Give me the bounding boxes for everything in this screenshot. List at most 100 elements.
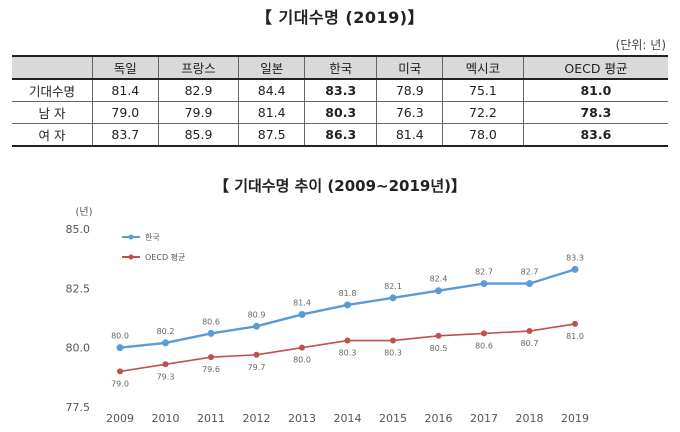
data-label: 80.7 <box>521 339 539 348</box>
data-label: 80.0 <box>111 332 129 341</box>
x-tick-label: 2016 <box>425 412 453 425</box>
data-label: 82.7 <box>521 268 539 277</box>
table-cell: 84.4 <box>238 79 305 102</box>
table-row: 기대수명 81.4 82.9 84.4 83.3 78.9 75.1 81.0 <box>12 79 668 102</box>
table-cell: 82.9 <box>158 79 240 102</box>
chart-axes: (년) 77.5 80.0 82.5 85.0 2009 2010 2011 2012 2013 2… <box>66 206 590 425</box>
data-label: 80.9 <box>248 310 266 319</box>
x-tick-label: 2013 <box>288 412 316 425</box>
data-label: 80.5 <box>430 344 448 353</box>
data-point <box>298 310 306 318</box>
data-label: 80.6 <box>202 317 220 326</box>
series-line <box>119 268 576 349</box>
data-label: 82.1 <box>384 282 402 291</box>
y-tick-label: 85.0 <box>66 223 91 236</box>
data-point <box>299 344 305 351</box>
data-point <box>253 351 260 358</box>
data-point <box>480 280 488 288</box>
legend-marker <box>128 234 134 240</box>
data-label: 81.8 <box>339 289 357 298</box>
data-point <box>162 361 169 368</box>
data-label: 81.4 <box>293 298 311 307</box>
data-point <box>571 265 579 273</box>
column-header: 일본 <box>238 55 305 80</box>
data-label: 80.3 <box>339 349 357 358</box>
table-cell: 80.3 <box>304 101 378 124</box>
x-tick-label: 2011 <box>197 412 225 425</box>
data-point <box>526 328 533 335</box>
legend-entry: 한국 <box>145 233 160 242</box>
table-cell: 86.3 <box>304 123 378 147</box>
x-tick-label: 2019 <box>561 412 589 425</box>
table-cell: 87.5 <box>238 123 305 147</box>
data-label: 80.3 <box>384 349 402 358</box>
data-point <box>162 339 169 347</box>
data-label: 82.4 <box>430 275 448 284</box>
data-point <box>208 354 214 361</box>
row-header: 여 자 <box>12 123 93 147</box>
data-point <box>435 332 442 339</box>
data-label: 81.0 <box>566 332 584 341</box>
table-cell: 78.9 <box>376 79 444 102</box>
data-point <box>390 337 396 344</box>
data-point <box>344 337 351 344</box>
table-cell: 85.9 <box>158 123 240 147</box>
data-point <box>389 294 397 302</box>
unit-label: (단위: 년) <box>615 38 666 52</box>
table-row: 남 자 79.0 79.9 81.4 80.3 76.3 72.2 78.3 <box>12 101 668 124</box>
table-cell: 81.0 <box>523 79 668 102</box>
table-cell: 79.0 <box>92 101 159 124</box>
table-title: 【 기대수명 (2019)】 <box>255 8 425 27</box>
data-label: 83.3 <box>566 253 584 262</box>
chart-title: 【 기대수명 추이 (2009∼2019년)】 <box>213 177 467 195</box>
data-label: 79.3 <box>157 372 175 381</box>
data-point <box>572 320 578 327</box>
header-corner <box>12 55 93 80</box>
column-header: OECD 평균 <box>523 55 668 80</box>
data-label: 80.6 <box>475 341 493 350</box>
data-label: 79.7 <box>248 363 266 372</box>
column-header: 미국 <box>376 55 444 80</box>
x-tick-label: 2014 <box>334 412 362 425</box>
column-header: 프랑스 <box>158 55 240 80</box>
table-cell: 76.3 <box>376 101 444 124</box>
table-cell: 75.1 <box>442 79 524 102</box>
legend-marker <box>128 254 134 260</box>
column-header: 멕시코 <box>442 55 524 80</box>
table-cell: 78.3 <box>523 101 668 124</box>
y-tick-label: 80.0 <box>66 342 91 355</box>
data-point <box>526 280 533 288</box>
table-cell: 81.4 <box>238 101 305 124</box>
table-cell: 79.9 <box>158 101 240 124</box>
y-tick-label: 77.5 <box>66 401 91 414</box>
life-expectancy-trend-chart: (년) 77.5 80.0 82.5 85.0 2009 2010 2011 2012 2013 2… <box>66 206 590 425</box>
data-point <box>481 330 487 337</box>
data-label: 80.2 <box>157 327 175 336</box>
table-cell: 81.4 <box>376 123 444 147</box>
x-tick-label: 2010 <box>152 412 180 425</box>
row-header: 기대수명 <box>12 79 93 102</box>
column-header: 독일 <box>92 55 159 80</box>
life-expectancy-table: 독일 프랑스 일본 한국 미국 멕시코 OECD 평균 기대수명 81.4 82… <box>12 55 668 147</box>
data-point <box>117 368 123 375</box>
data-label: 82.7 <box>475 268 493 277</box>
x-tick-label: 2017 <box>470 412 498 425</box>
data-point <box>116 344 124 352</box>
data-point <box>253 322 260 330</box>
x-tick-label: 2018 <box>516 412 544 425</box>
table-row: 여 자 83.7 85.9 87.5 86.3 81.4 78.0 83.6 <box>12 123 668 147</box>
x-tick-label: 2009 <box>106 412 134 425</box>
chart-series: 80.0 80.2 80.6 80.9 81.4 81.8 82.1 82.4 82.7 82.7… <box>111 253 584 388</box>
x-tick-label: 2015 <box>379 412 407 425</box>
row-header: 남 자 <box>12 101 93 124</box>
data-point <box>435 287 442 295</box>
data-label: 80.0 <box>293 356 311 365</box>
data-label: 79.0 <box>111 379 129 388</box>
y-axis-label: (년) <box>75 206 92 218</box>
data-label: 79.6 <box>202 365 220 374</box>
data-point <box>344 301 351 309</box>
data-point <box>207 329 215 337</box>
table-cell: 72.2 <box>442 101 524 124</box>
table-cell: 83.3 <box>304 79 378 102</box>
table-cell: 83.7 <box>92 123 159 147</box>
